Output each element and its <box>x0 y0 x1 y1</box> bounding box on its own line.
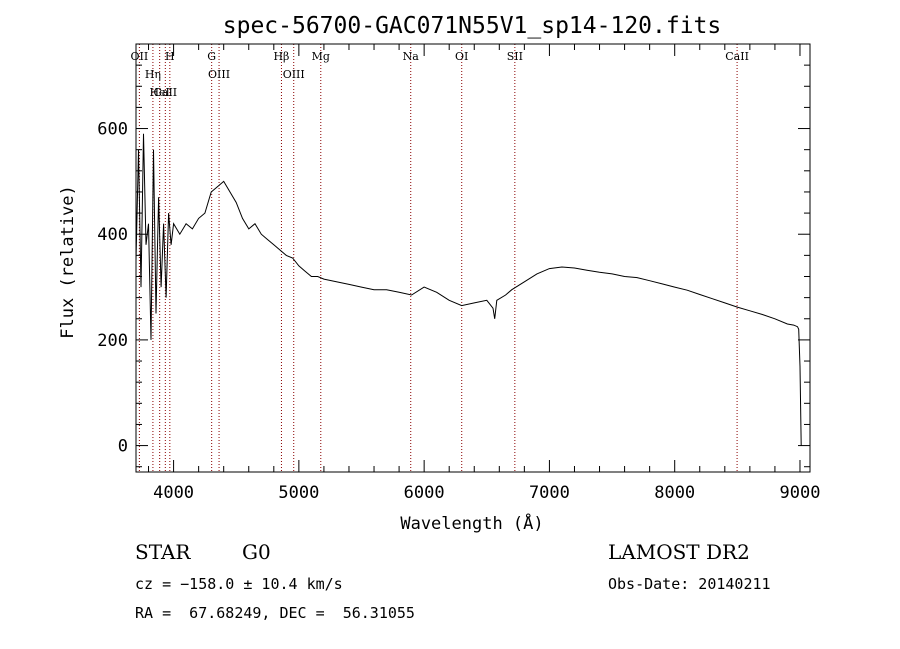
redshift-velocity: cz = −158.0 ± 10.4 km/s <box>135 575 343 593</box>
x-tick-label: 5000 <box>278 483 319 503</box>
x-tick-label: 7000 <box>529 483 570 503</box>
x-axis-ticks: 4000 5000 6000 7000 8000 9000 <box>148 44 821 503</box>
y-axis-label: Flux (relative) <box>58 185 78 339</box>
y-axis-ticks: 0 200 400 600 <box>97 64 810 468</box>
x-tick-label: 6000 <box>404 483 445 503</box>
chart-title: spec-56700-GAC071N55V1_sp14-120.fits <box>223 13 722 39</box>
plot-frame <box>135 43 811 473</box>
y-tick-label: 200 <box>97 331 128 351</box>
x-tick-label: 4000 <box>153 483 194 503</box>
spectrum-line <box>135 133 802 446</box>
spectral-line-label: H <box>165 50 175 63</box>
spectral-line-label: OIII <box>208 68 230 81</box>
spectral-line-label: Mg <box>312 50 330 63</box>
spectral-line-label: G <box>207 50 216 63</box>
spectral-line-label: SII <box>507 50 523 63</box>
spectral-line-label: CaII <box>153 86 177 99</box>
x-tick-label: 8000 <box>654 483 695 503</box>
spectral-line-label: CaII <box>725 50 749 63</box>
object-class: STAR <box>135 540 191 564</box>
y-tick-label: 600 <box>97 120 128 140</box>
x-tick-label: 9000 <box>780 483 821 503</box>
y-tick-label: 400 <box>97 225 128 245</box>
spectral-line-label: Na <box>403 50 420 63</box>
spectral-line-label: OII <box>131 50 149 63</box>
object-subclass: G0 <box>242 540 271 564</box>
spectral-line-label: Hβ <box>273 50 289 63</box>
spectral-line-markers <box>138 44 738 472</box>
survey-name: LAMOST DR2 <box>608 540 750 564</box>
spectral-line-label: Hη <box>145 68 161 81</box>
observation-date: Obs-Date: 20140211 <box>608 575 771 593</box>
spectral-line-label: HeI <box>149 86 169 99</box>
y-tick-label: 0 <box>118 437 128 457</box>
spectral-line-label: OI <box>455 50 468 63</box>
spectral-line-label: OIII <box>283 68 305 81</box>
x-axis-label: Wavelength (Å) <box>400 512 543 534</box>
coordinates: RA = 67.68249, DEC = 56.31055 <box>135 604 415 622</box>
